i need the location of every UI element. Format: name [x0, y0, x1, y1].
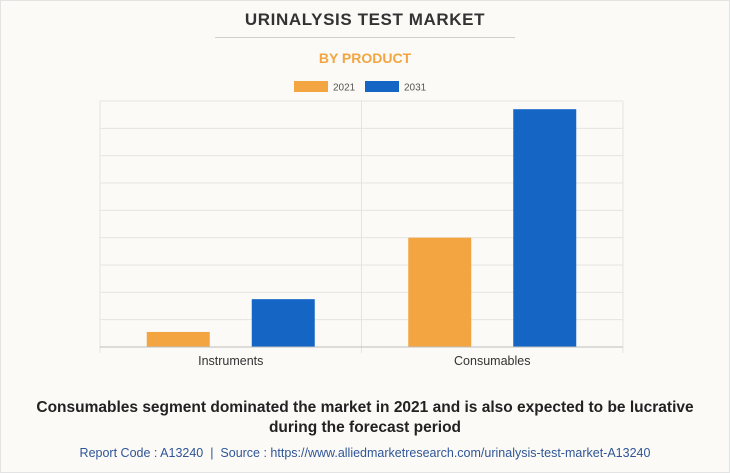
- x-tick-label: Consumables: [454, 354, 530, 368]
- bar-2021-instruments: [146, 331, 210, 347]
- report-code: Report Code : A13240: [79, 446, 204, 460]
- x-tick-label: Instruments: [198, 354, 263, 368]
- source-footer: Report Code : A13240 | Source : https://…: [0, 446, 730, 460]
- chart-subtitle: BY PRODUCT: [318, 50, 412, 66]
- legend-swatch-2021: [294, 81, 328, 92]
- legend-label-2031: 2031: [404, 83, 427, 94]
- x-axis: Instruments Consumables: [100, 346, 623, 368]
- bar-2031-consumables: [513, 109, 577, 347]
- bar-2031-instruments: [251, 299, 315, 347]
- title-divider: [215, 37, 515, 38]
- footer-separator: |: [210, 446, 214, 460]
- chart-title: URINALYSIS TEST MARKET: [244, 10, 486, 29]
- legend-swatch-2031: [365, 81, 399, 92]
- bar-2021-consumables: [408, 237, 472, 347]
- legend: 2021 2031: [294, 81, 427, 94]
- source-link[interactable]: Source : https://www.alliedmarketresearc…: [220, 446, 651, 460]
- chart-caption: Consumables segment dominated the market…: [36, 399, 694, 436]
- legend-label-2021: 2021: [333, 83, 356, 94]
- bars: [146, 109, 577, 347]
- bar-chart: 2021 2031 Instruments Consumables: [99, 81, 624, 368]
